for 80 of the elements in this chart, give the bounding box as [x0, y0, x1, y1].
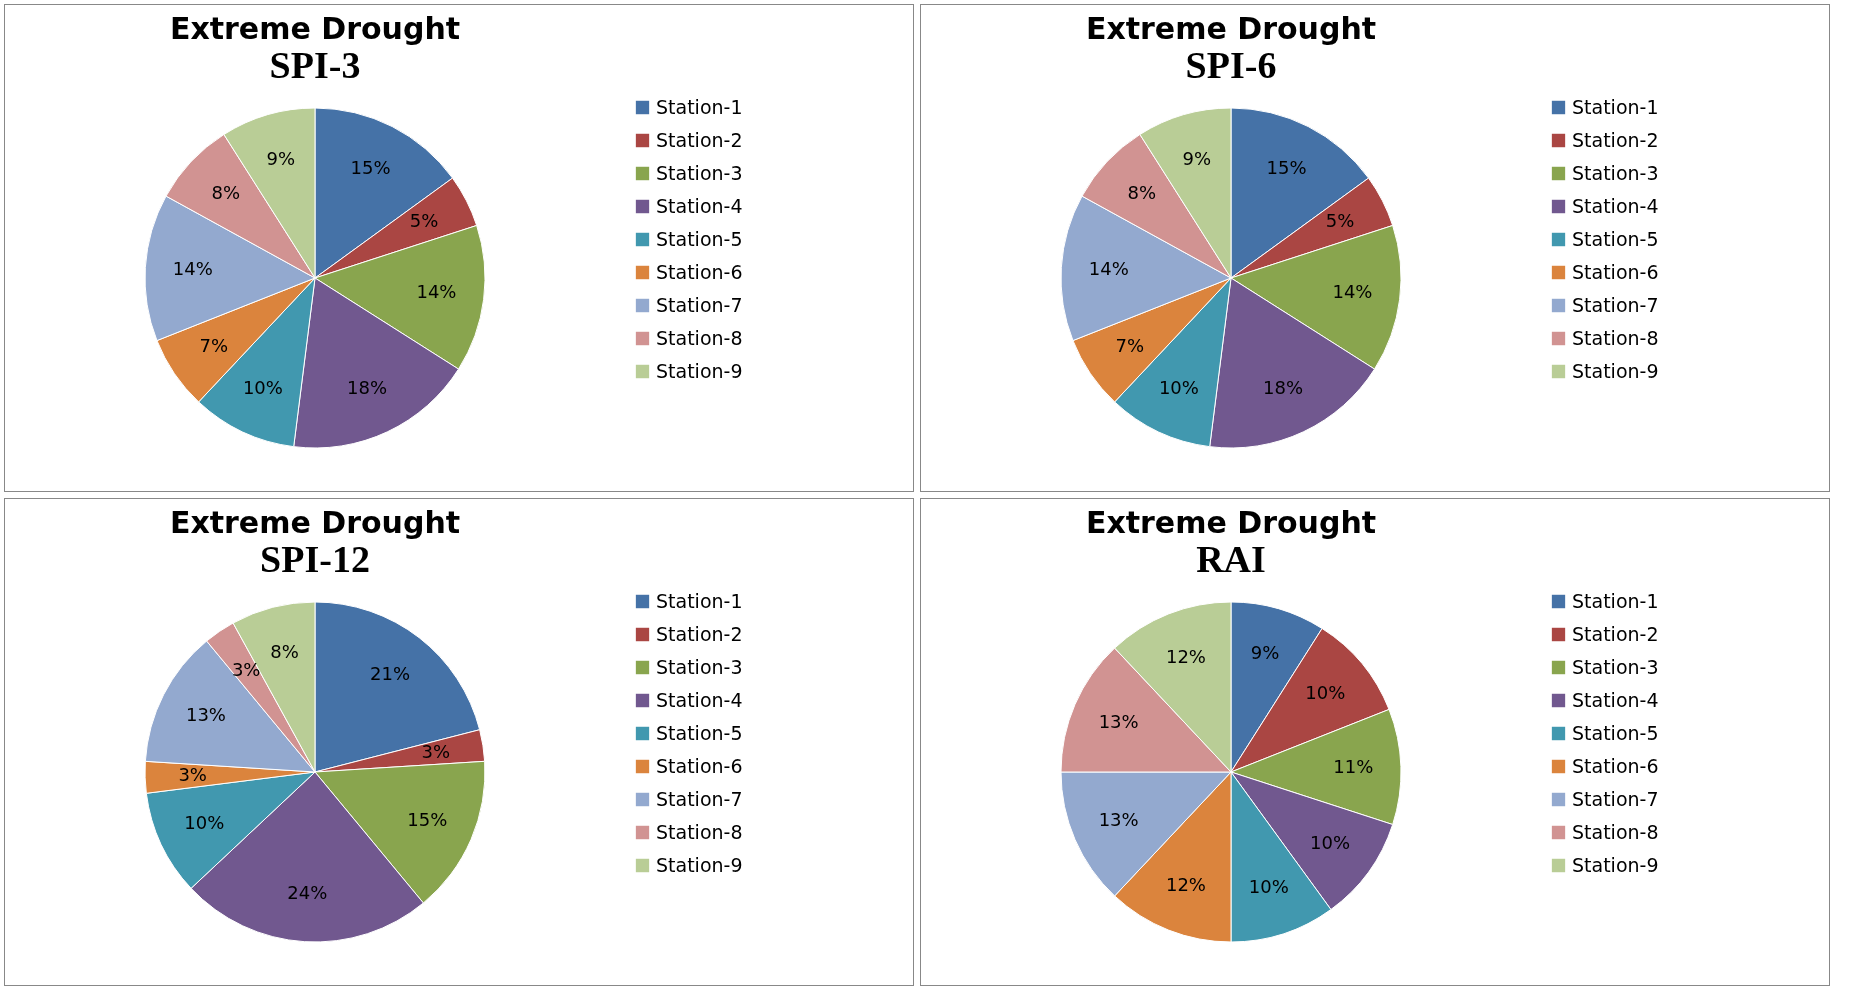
data-label: 10%	[242, 376, 283, 398]
data-label: 14%	[172, 258, 213, 280]
chart-title: Extreme Drought	[1085, 505, 1377, 540]
data-label: 9%	[266, 148, 296, 170]
data-label: 7%	[1115, 334, 1145, 356]
data-label: 8%	[270, 641, 299, 663]
legend-label: Station-7	[656, 787, 743, 810]
data-label: 24%	[287, 882, 328, 904]
legend-label: Station-5	[1572, 227, 1659, 250]
legend-label: Station-1	[1572, 95, 1659, 118]
legend-label: Station-8	[656, 326, 743, 349]
legend-label: Station-3	[1572, 655, 1659, 678]
legend-label: Station-4	[1572, 194, 1659, 217]
data-label: 10%	[184, 812, 225, 834]
legend-label: Station-9	[656, 359, 743, 382]
data-label: 12%	[1165, 646, 1206, 668]
chart-subtitle: SPI-12	[260, 538, 370, 580]
data-label: 13%	[185, 704, 226, 726]
data-label: 10%	[1305, 681, 1346, 703]
legend-label: Station-5	[656, 227, 743, 250]
legend-label: Station-2	[656, 128, 743, 151]
legend-label: Station-1	[656, 589, 743, 612]
chart-subtitle: RAI	[1196, 538, 1266, 580]
legend-label: Station-3	[656, 161, 743, 184]
data-label: 5%	[409, 210, 439, 232]
data-label: 13%	[1098, 808, 1139, 830]
chart-subtitle: SPI-3	[269, 44, 361, 86]
chart-title: Extreme Drought	[1085, 11, 1377, 46]
data-label: 21%	[370, 663, 411, 685]
chart-title: Extreme Drought	[169, 11, 461, 46]
data-label: 3%	[421, 740, 451, 762]
legend-label: Station-2	[1572, 622, 1659, 645]
legend-label: Station-7	[1572, 787, 1659, 810]
data-label: 18%	[1263, 376, 1304, 398]
data-label: 5%	[1325, 210, 1355, 232]
data-label: 14%	[416, 281, 457, 303]
legend-label: Station-4	[656, 688, 743, 711]
legend-label: Station-8	[1572, 820, 1659, 843]
legend-label: Station-1	[656, 95, 743, 118]
data-label: 9%	[1250, 642, 1280, 664]
legend-label: Station-6	[1572, 754, 1659, 777]
legend-label: Station-8	[1572, 326, 1659, 349]
data-label: 11%	[1333, 756, 1374, 778]
data-label: 8%	[1127, 182, 1157, 204]
data-label: 10%	[1248, 876, 1289, 898]
data-label: 3%	[178, 763, 207, 785]
legend-label: Station-6	[656, 754, 743, 777]
data-label: 12%	[1165, 873, 1206, 895]
legend-label: Station-5	[656, 721, 743, 744]
data-label: 7%	[199, 334, 229, 356]
legend-label: Station-7	[1572, 293, 1659, 316]
legend-label: Station-2	[656, 622, 743, 645]
legend-label: Station-4	[1572, 688, 1659, 711]
legend-label: Station-9	[656, 853, 743, 876]
legend-label: Station-4	[656, 194, 743, 217]
data-label: 15%	[407, 808, 448, 830]
legend-label: Station-8	[656, 820, 743, 843]
data-label: 14%	[1332, 281, 1373, 303]
data-label: 14%	[1088, 258, 1129, 280]
data-label: 8%	[211, 182, 241, 204]
legend-label: Station-7	[656, 293, 743, 316]
data-label: 10%	[1158, 376, 1199, 398]
legend-label: Station-6	[1572, 260, 1659, 283]
legend-label: Station-1	[1572, 589, 1659, 612]
data-label: 18%	[347, 376, 388, 398]
legend-label: Station-3	[1572, 161, 1659, 184]
chart-title: Extreme Drought	[169, 505, 461, 540]
legend-label: Station-6	[656, 260, 743, 283]
data-label: 13%	[1098, 711, 1139, 733]
legend-label: Station-3	[656, 655, 743, 678]
data-label: 9%	[1182, 148, 1212, 170]
chart-subtitle: SPI-6	[1185, 44, 1277, 86]
legend-label: Station-2	[1572, 128, 1659, 151]
data-label: 15%	[1266, 156, 1307, 178]
legend-label: Station-5	[1572, 721, 1659, 744]
legend-label: Station-9	[1572, 853, 1659, 876]
data-label: 10%	[1310, 831, 1351, 853]
legend-label: Station-9	[1572, 359, 1659, 382]
data-label: 15%	[350, 156, 391, 178]
data-label: 3%	[231, 658, 261, 680]
